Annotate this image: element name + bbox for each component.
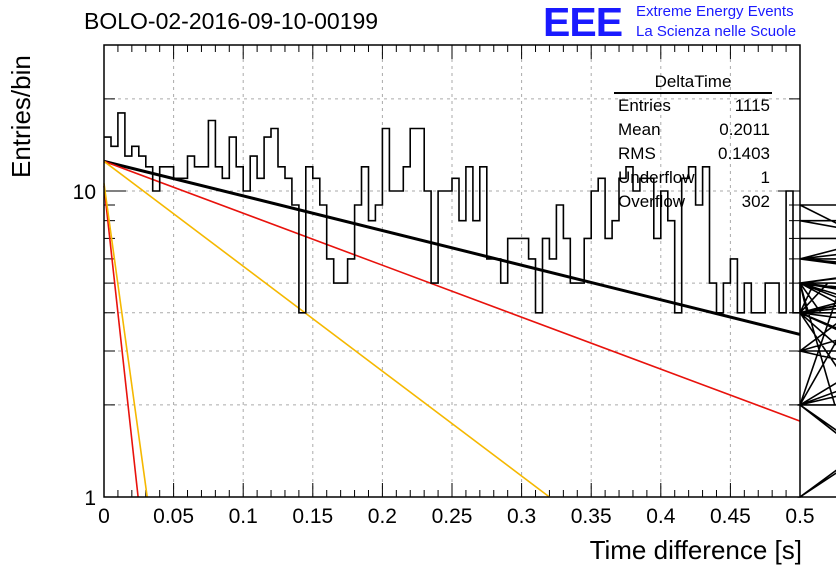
fit-line-3	[103, 160, 550, 498]
x-tick-label: 0.25	[432, 505, 473, 528]
stats-label: Overflow	[618, 192, 686, 211]
logo-mark: EEE	[543, 0, 623, 45]
plot-frame	[103, 44, 801, 498]
stats-value: 302	[741, 192, 770, 211]
x-tick-label: 0.05	[153, 505, 194, 528]
chart-title: BOLO-02-2016-09-10-00199	[84, 8, 379, 34]
x-tick-label: 0	[98, 505, 110, 528]
x-tick-label: 0.35	[571, 505, 612, 528]
stats-value: 0.2011	[719, 120, 770, 139]
stats-value: 1	[760, 168, 770, 187]
fit-line-4	[103, 183, 148, 498]
y-axis-label: Entries/bin	[6, 55, 36, 178]
stats-label: Mean	[618, 120, 661, 139]
stats-row-mean: Mean 0.2011	[610, 118, 778, 142]
fit-line-0	[103, 159, 801, 336]
stats-row-underflow: Underflow 1	[610, 166, 778, 190]
fit-line-1	[103, 160, 801, 422]
histogram	[104, 112, 836, 498]
x-tick-label: 0.1	[229, 505, 258, 528]
x-tick-label: 0.2	[368, 505, 397, 528]
stats-box: DeltaTime Entries 1115 Mean 0.2011 RMS 0…	[610, 72, 778, 214]
stats-label: Underflow	[618, 168, 695, 187]
x-axis-label: Time difference [s]	[589, 535, 802, 565]
stats-label: Entries	[618, 96, 671, 115]
stats-value: 1115	[734, 96, 770, 115]
stats-value: 0.1403	[718, 144, 770, 163]
y-tick-label: 10	[73, 181, 96, 204]
stats-row-overflow: Overflow 302	[610, 190, 778, 214]
y-tick-label: 1	[84, 487, 96, 510]
stats-label: RMS	[618, 144, 656, 163]
fit-line-2	[103, 185, 139, 498]
x-tick-label: 0.5	[785, 505, 814, 528]
x-tick-label: 0.3	[507, 505, 536, 528]
logo-line-2: La Scienza nelle Scuole	[636, 23, 797, 40]
stats-title: DeltaTime	[614, 72, 772, 94]
x-tick-label: 0.45	[710, 505, 751, 528]
x-tick-label: 0.4	[646, 505, 676, 528]
stats-row-entries: Entries 1115	[610, 94, 778, 118]
logo-line-1: Extreme Energy Events	[636, 3, 794, 20]
x-tick-label: 0.15	[292, 505, 333, 528]
stats-row-rms: RMS 0.1403	[610, 142, 778, 166]
